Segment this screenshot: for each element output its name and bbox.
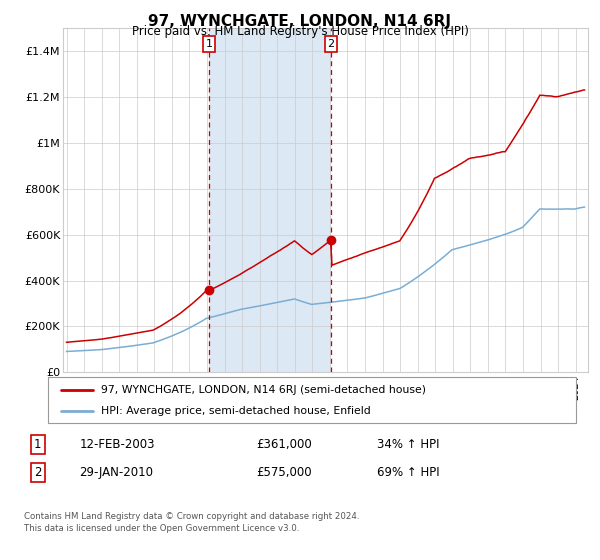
Text: 97, WYNCHGATE, LONDON, N14 6RJ (semi-detached house): 97, WYNCHGATE, LONDON, N14 6RJ (semi-det…: [101, 385, 426, 395]
Text: 12-FEB-2003: 12-FEB-2003: [79, 438, 155, 451]
Text: £575,000: £575,000: [256, 466, 311, 479]
Text: 69% ↑ HPI: 69% ↑ HPI: [377, 466, 440, 479]
Text: 34% ↑ HPI: 34% ↑ HPI: [377, 438, 440, 451]
Text: £361,000: £361,000: [256, 438, 311, 451]
Text: Price paid vs. HM Land Registry's House Price Index (HPI): Price paid vs. HM Land Registry's House …: [131, 25, 469, 38]
Text: 1: 1: [206, 39, 212, 49]
FancyBboxPatch shape: [48, 377, 576, 423]
Text: 2: 2: [328, 39, 335, 49]
Text: 1: 1: [34, 438, 41, 451]
Text: 2: 2: [34, 466, 41, 479]
Bar: [209, 28, 331, 372]
Text: Contains HM Land Registry data © Crown copyright and database right 2024.
This d: Contains HM Land Registry data © Crown c…: [24, 512, 359, 533]
Text: 29-JAN-2010: 29-JAN-2010: [79, 466, 153, 479]
Text: HPI: Average price, semi-detached house, Enfield: HPI: Average price, semi-detached house,…: [101, 406, 371, 416]
Text: 97, WYNCHGATE, LONDON, N14 6RJ: 97, WYNCHGATE, LONDON, N14 6RJ: [149, 14, 452, 29]
